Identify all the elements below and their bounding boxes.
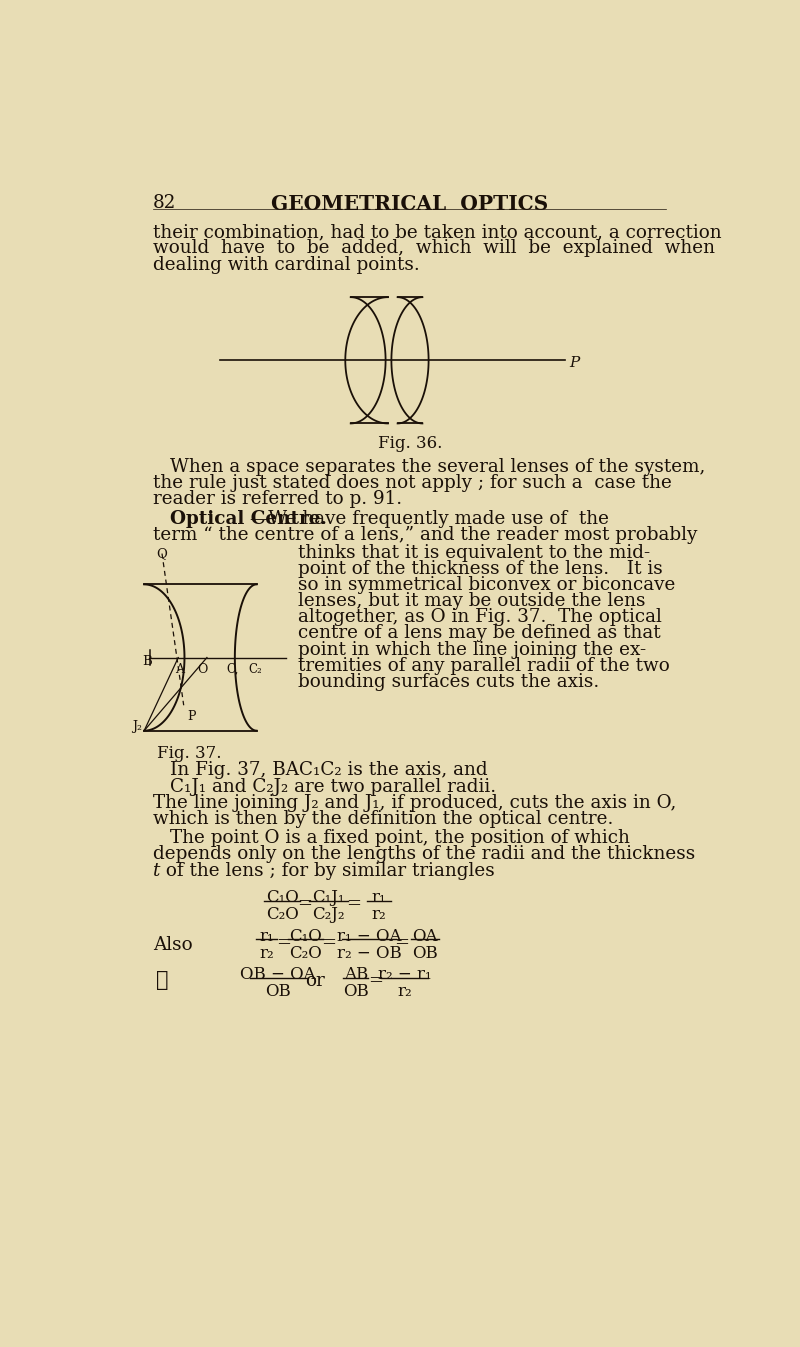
Text: O: O [197,663,207,676]
Text: =: = [368,973,382,990]
Text: r₁ − OA: r₁ − OA [337,928,401,944]
Text: In Fig. 37, BAC₁C₂ is the axis, and: In Fig. 37, BAC₁C₂ is the axis, and [170,761,487,780]
Text: r₂: r₂ [259,944,274,962]
Text: C₂J₂: C₂J₂ [312,907,345,923]
Text: P: P [569,356,579,369]
Text: =: = [276,933,291,952]
Text: OB: OB [343,983,369,1001]
Text: =: = [297,896,312,913]
Text: Fig. 36.: Fig. 36. [378,435,442,453]
Text: dealing with cardinal points.: dealing with cardinal points. [153,256,419,273]
Text: 82: 82 [153,194,176,211]
Text: B: B [142,655,152,668]
Text: C₁J₁: C₁J₁ [312,889,345,907]
Text: C₂O: C₂O [289,944,322,962]
Text: r₂: r₂ [372,907,386,923]
Text: the rule just stated does not apply ; for such a  case the: the rule just stated does not apply ; fo… [153,474,671,492]
Text: OB − OA: OB − OA [241,966,316,983]
Text: reader is referred to p. 91.: reader is referred to p. 91. [153,490,402,508]
Text: GEOMETRICAL  OPTICS: GEOMETRICAL OPTICS [271,194,549,214]
Text: so in symmetrical biconvex or biconcave: so in symmetrical biconvex or biconcave [298,577,675,594]
Text: =: = [321,933,336,952]
Text: P: P [187,710,196,723]
Text: point in which the line joining the ex-: point in which the line joining the ex- [298,641,646,659]
Text: or: or [305,973,325,990]
Text: would  have  to  be  added,  which  will  be  explained  when: would have to be added, which will be ex… [153,240,714,257]
Text: r₁: r₁ [372,889,386,907]
Text: A: A [175,663,184,676]
Text: depends only on the lengths of the radii and the thickness: depends only on the lengths of the radii… [153,846,695,863]
Text: C₂: C₂ [248,663,262,676]
Text: of the lens ; for by similar triangles: of the lens ; for by similar triangles [161,862,495,880]
Text: AB: AB [344,966,368,983]
Text: OA: OA [412,928,438,944]
Text: C₁O: C₁O [266,889,298,907]
Text: r₂ − r₁: r₂ − r₁ [378,966,431,983]
Text: point of the thickness of the lens.   It is: point of the thickness of the lens. It i… [298,560,662,578]
Text: centre of a lens may be defined as that: centre of a lens may be defined as that [298,625,660,643]
Text: thinks that it is equivalent to the mid-: thinks that it is equivalent to the mid- [298,544,650,562]
Text: Fig. 37.: Fig. 37. [157,745,221,761]
Text: tremities of any parallel radii of the two: tremities of any parallel radii of the t… [298,657,670,675]
Text: OB: OB [266,983,291,1001]
Text: which is then by the definition the optical centre.: which is then by the definition the opti… [153,810,613,828]
Text: C₁J₁ and C₂J₂ are two parallel radii.: C₁J₁ and C₂J₂ are two parallel radii. [170,777,496,796]
Text: altogether, as O in Fig. 37.  The optical: altogether, as O in Fig. 37. The optical [298,609,662,626]
Text: The point O is a fixed point, the position of which: The point O is a fixed point, the positi… [170,830,630,847]
Text: =: = [394,933,409,952]
Text: J₂: J₂ [132,719,142,733]
Text: lenses, but it may be outside the lens: lenses, but it may be outside the lens [298,593,645,610]
Text: C₂O: C₂O [266,907,298,923]
Text: C,: C, [226,663,238,676]
Text: r₁: r₁ [259,928,274,944]
Text: r₂ − OB: r₂ − OB [337,944,402,962]
Text: r₂: r₂ [398,983,412,1001]
Text: t: t [153,862,160,880]
Text: C₁O: C₁O [289,928,322,944]
Text: =: = [346,896,361,913]
Text: Q: Q [157,547,167,560]
Text: The line joining J₂ and J₁, if produced, cuts the axis in O,: The line joining J₂ and J₁, if produced,… [153,793,676,812]
Text: Also: Also [153,936,192,954]
Text: bounding surfaces cuts the axis.: bounding surfaces cuts the axis. [298,674,599,691]
Text: Optical Centre.: Optical Centre. [170,509,326,528]
Text: term “ the centre of a lens,” and the reader most probably: term “ the centre of a lens,” and the re… [153,525,697,544]
Text: —We have frequently made use of  the: —We have frequently made use of the [250,509,609,528]
Text: When a space separates the several lenses of the system,: When a space separates the several lense… [170,458,705,475]
Text: OB: OB [412,944,438,962]
Text: ∴: ∴ [156,971,168,990]
Text: their combination, had to be taken into account, a correction: their combination, had to be taken into … [153,224,722,241]
